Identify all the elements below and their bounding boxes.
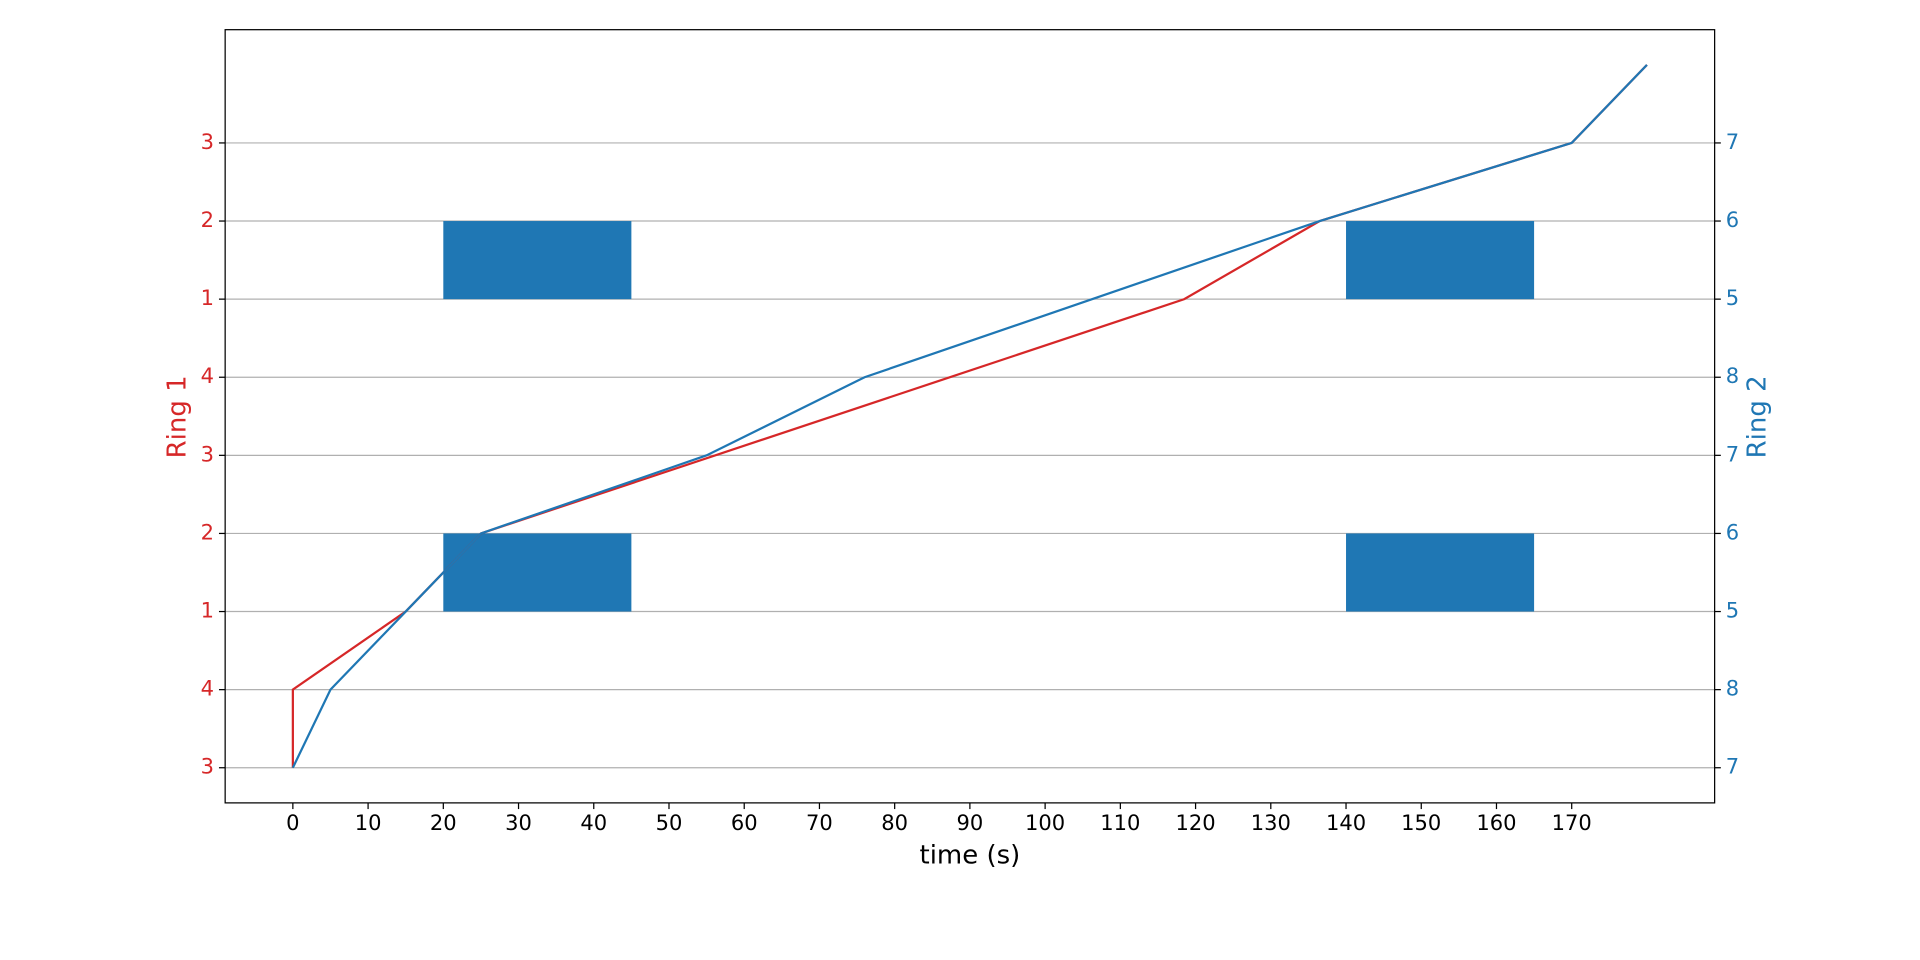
x-tick-label: 60 (731, 810, 758, 835)
y-tick-label: 3 (201, 754, 214, 779)
x-tick-label: 140 (1326, 810, 1366, 835)
y2-tick-label: 8 (1726, 676, 1739, 701)
x-tick-label: 50 (656, 810, 683, 835)
bar (1346, 221, 1535, 300)
x-tick-label: 70 (806, 810, 833, 835)
x-tick-label: 110 (1100, 810, 1140, 835)
x-tick-label: 0 (286, 810, 299, 835)
y2-tick-label: 7 (1726, 441, 1739, 466)
y2-tick-label: 5 (1726, 285, 1739, 310)
x-tick-label: 100 (1025, 810, 1065, 835)
y-axis-label: Ring 1 (163, 375, 193, 458)
y-tick-label: 4 (201, 676, 214, 701)
y-tick-label: 3 (201, 441, 214, 466)
series-line (291, 64, 1648, 769)
x-tick-label: 170 (1552, 810, 1592, 835)
axes-frame (224, 29, 1716, 804)
x-tick-label: 10 (355, 810, 382, 835)
x-tick-label: 80 (881, 810, 908, 835)
y2-tick-label: 7 (1726, 129, 1739, 154)
x-tick-label: 40 (580, 810, 607, 835)
x-tick-label: 90 (957, 810, 984, 835)
x-tick-label: 160 (1476, 810, 1516, 835)
bar (1346, 533, 1535, 612)
bar (443, 221, 632, 300)
x-axis-label: time (s) (920, 841, 1021, 871)
y2-axis-label: Ring 2 (1742, 375, 1772, 458)
x-tick-label: 30 (505, 810, 532, 835)
y-tick-label: 2 (201, 207, 214, 232)
x-tick-label: 130 (1251, 810, 1291, 835)
y-tick-label: 3 (201, 129, 214, 154)
y2-tick-label: 6 (1726, 207, 1739, 232)
y2-tick-label: 6 (1726, 519, 1739, 544)
y-tick-label: 4 (201, 363, 214, 388)
y-tick-label: 1 (201, 285, 214, 310)
bar (443, 533, 632, 612)
y2-tick-label: 7 (1726, 754, 1739, 779)
y-tick-label: 2 (201, 519, 214, 544)
x-tick-label: 20 (430, 810, 457, 835)
y2-tick-label: 8 (1726, 363, 1739, 388)
x-tick-label: 120 (1176, 810, 1216, 835)
y2-tick-label: 5 (1726, 598, 1739, 623)
y-tick-label: 1 (201, 598, 214, 623)
x-tick-label: 150 (1401, 810, 1441, 835)
